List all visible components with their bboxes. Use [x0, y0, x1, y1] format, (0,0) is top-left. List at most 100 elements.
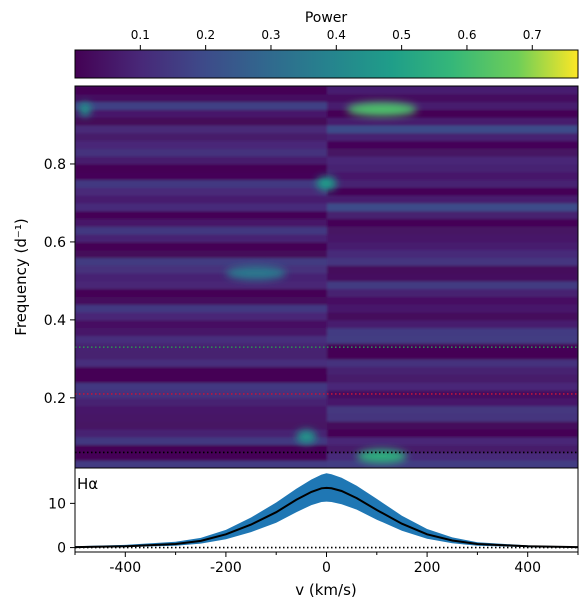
heatmap-cell — [75, 366, 327, 375]
heatmap-cell — [327, 234, 578, 243]
heatmap-cell — [75, 132, 327, 142]
heatmap-cell — [327, 312, 578, 321]
heatmap-cell — [327, 241, 578, 251]
heatmap-cell — [327, 132, 578, 142]
heatmap-cell — [327, 335, 578, 344]
heatmap-cell — [327, 187, 578, 196]
heatmap-cell — [75, 351, 327, 360]
colorbar-label: Power — [305, 10, 348, 26]
heatmap-cell — [327, 226, 578, 235]
heatmap-cell — [75, 335, 327, 344]
colorbar-tick-label: 0.1 — [131, 28, 150, 42]
heatmap-cell — [75, 93, 327, 103]
x-tick-label: 400 — [514, 560, 541, 576]
heatmap-cell — [327, 452, 578, 461]
colorbar-tick-label: 0.4 — [327, 28, 346, 42]
heatmap-cell — [327, 327, 578, 336]
heatmap-cell — [327, 156, 578, 165]
heatmap-cell — [75, 195, 327, 204]
heatmap-cell — [75, 273, 327, 282]
heatmap-cell — [75, 312, 327, 321]
heatmap-cell — [75, 444, 327, 453]
heatmap-cell — [75, 413, 327, 422]
heatmap-cell — [75, 327, 327, 336]
heatmap-cell — [75, 234, 327, 243]
heatmap-cell — [327, 171, 578, 181]
heatmap-cell — [75, 109, 327, 118]
heatmap-cell — [327, 304, 578, 313]
heatmap-cell — [327, 140, 578, 149]
heatmap-cell — [327, 210, 578, 220]
heatmap-cell — [327, 296, 578, 305]
heatmap-feature — [296, 429, 317, 444]
heatmap-cell — [75, 265, 327, 274]
heatmap-cell — [75, 187, 327, 196]
heatmap-cell — [75, 257, 327, 266]
heatmap-cell — [327, 366, 578, 375]
heatmap-y-ticks: 0.2 0.4 0.6 0.8 — [44, 157, 75, 407]
heatmap-cell — [327, 390, 578, 399]
heatmap-cell — [75, 202, 327, 212]
colorbar: Power 0.1 0.2 0.3 0.4 0.5 0.6 0.7 — [74, 10, 579, 79]
colorbar-ticks: 0.1 0.2 0.3 0.4 0.5 0.6 0.7 — [131, 28, 542, 50]
heatmap-cell — [75, 117, 327, 126]
heatmap-cell — [327, 382, 578, 391]
colorbar-gradient — [74, 49, 579, 79]
heatmap-cell — [75, 179, 327, 188]
heatmap-cell — [327, 288, 578, 297]
heatmap-cell — [327, 109, 578, 118]
x-tick-label: -400 — [109, 560, 141, 576]
heatmap-cell — [75, 343, 327, 352]
heatmap-cell — [327, 374, 578, 383]
colorbar-tick-label: 0.5 — [392, 28, 411, 42]
heatmap-cell — [327, 319, 578, 329]
heatmap-cell — [75, 218, 327, 227]
heatmap-cell — [327, 413, 578, 422]
heatmap-cell — [327, 343, 578, 352]
heatmap-cell — [327, 273, 578, 282]
heatmap-cell — [327, 265, 578, 274]
heatmap-cell — [327, 93, 578, 103]
heatmap-cell — [327, 405, 578, 414]
heatmap-cell — [75, 382, 327, 391]
y-tick-label: 0.8 — [44, 157, 66, 173]
heatmap-cell — [327, 86, 578, 95]
heatmap-cell — [75, 140, 327, 149]
heatmap-cell — [75, 101, 327, 110]
heatmap-feature — [225, 266, 287, 281]
line-profile-panel: Hα 0 10 -400 -200 0 200 400 v (km/s) — [48, 467, 579, 599]
heatmap-cell — [75, 226, 327, 235]
heatmap-panel: 0.2 0.4 0.6 0.8 Frequency (d⁻¹) — [12, 85, 579, 469]
heatmap-feature — [79, 102, 92, 117]
heatmap-cell — [75, 249, 327, 259]
heatmap-features — [79, 102, 418, 464]
colorbar-tick-label: 0.7 — [523, 28, 542, 42]
x-tick-label: 200 — [414, 560, 441, 576]
heatmap-cell — [327, 195, 578, 204]
heatmap-cell — [75, 86, 327, 95]
heatmap-cell — [75, 156, 327, 165]
heatmap-cell — [75, 210, 327, 220]
y-tick-label: 0.2 — [44, 391, 66, 407]
heatmap-cell — [327, 117, 578, 126]
heatmap-y-label: Frequency (d⁻¹) — [12, 218, 30, 335]
line-profile-x-ticks: -400 -200 0 200 400 — [74, 552, 579, 576]
heatmap-cell — [75, 397, 327, 407]
heatmap-feature — [356, 449, 407, 464]
heatmap-feature — [346, 102, 418, 117]
heatmap-cell — [75, 390, 327, 399]
heatmap-cell — [327, 397, 578, 407]
heatmap-cell — [327, 163, 578, 173]
heatmap-feature — [316, 176, 337, 191]
line-annotation: Hα — [77, 475, 98, 493]
heatmap-cell — [327, 249, 578, 259]
heatmap-cell — [75, 296, 327, 305]
line-profile-y-ticks: 0 10 — [48, 496, 75, 557]
heatmap-cell — [327, 421, 578, 430]
colorbar-tick-label: 0.2 — [196, 28, 215, 42]
heatmap-cell — [75, 288, 327, 297]
heatmap-cell — [75, 171, 327, 181]
heatmap-cell — [327, 460, 578, 468]
heatmap-cell — [75, 124, 327, 134]
